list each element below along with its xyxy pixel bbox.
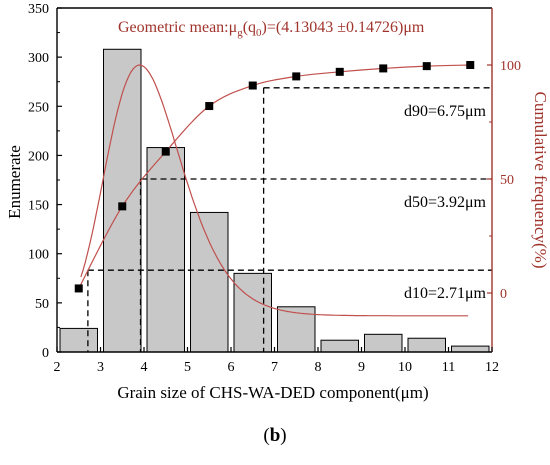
cumulative-point <box>335 67 344 76</box>
right-tick-label: 0 <box>500 287 507 302</box>
right-tick-label: 100 <box>500 59 521 74</box>
grain-size-chart: 0 50 100 150 200 250 300 350 2 3 4 5 6 7 8 9 10 11 12 0 50 10… <box>5 2 550 402</box>
cumulative-point <box>248 81 257 90</box>
left-tick-label: 300 <box>28 51 49 66</box>
bottom-tick-label: 4 <box>141 360 148 375</box>
cumulative-point <box>161 147 170 156</box>
cumulative-point <box>74 284 83 293</box>
cumulative-point <box>205 102 214 111</box>
marker-label: d90=6.75μm <box>404 103 487 120</box>
bottom-tick-label: 8 <box>315 360 322 375</box>
figure-caption: (b) <box>263 425 287 446</box>
bottom-tick-label: 10 <box>398 360 412 375</box>
left-tick-label: 200 <box>28 149 49 164</box>
cumulative-point <box>422 62 431 71</box>
histogram-bar <box>407 337 446 353</box>
bottom-tick-label: 3 <box>97 360 104 375</box>
histogram-bar <box>59 327 98 353</box>
bottom-tick-label: 6 <box>228 360 235 375</box>
left-tick-label: 50 <box>35 297 49 312</box>
marker-label: d10=2.71μm <box>404 285 487 302</box>
y-axis-right-label: Cumulative frequency(%) <box>531 91 550 268</box>
caption-label: b <box>269 425 281 446</box>
y-axis-left-label: Enumerate <box>5 145 24 219</box>
cumulative-point <box>379 64 388 73</box>
cumulative-point <box>118 202 127 211</box>
bottom-tick-label: 12 <box>485 360 499 375</box>
geometric-mean-annotation: Geometric mean:μg(q0)=(4.13043 ±0.14726)… <box>118 19 425 39</box>
histogram-bar <box>451 345 490 353</box>
histogram-bar <box>320 339 359 353</box>
histogram-bar <box>103 48 142 353</box>
left-tick-label: 350 <box>28 2 49 17</box>
x-axis-label: Grain size of CHS-WA-DED component(μm) <box>117 383 428 402</box>
fit-curve <box>80 64 469 317</box>
left-tick-label: 0 <box>42 346 49 361</box>
right-tick-label: 50 <box>500 173 514 188</box>
marker-label: d50=3.92μm <box>404 194 487 211</box>
bottom-tick-label: 11 <box>442 360 455 375</box>
left-tick-label: 250 <box>28 100 49 115</box>
bottom-tick-label: 2 <box>54 360 61 375</box>
cumulative-curve <box>78 64 471 289</box>
bottom-tick-label: 5 <box>184 360 191 375</box>
histogram-bar <box>190 211 229 353</box>
histogram-bar <box>364 333 403 353</box>
histogram-bar <box>146 147 185 353</box>
bottom-tick-label: 9 <box>358 360 365 375</box>
left-tick-label: 100 <box>28 248 49 263</box>
bottom-tick-label: 7 <box>271 360 278 375</box>
histogram-bar <box>233 272 272 353</box>
left-tick-label: 150 <box>28 199 49 214</box>
cumulative-point <box>292 72 301 81</box>
cumulative-point <box>466 61 475 69</box>
